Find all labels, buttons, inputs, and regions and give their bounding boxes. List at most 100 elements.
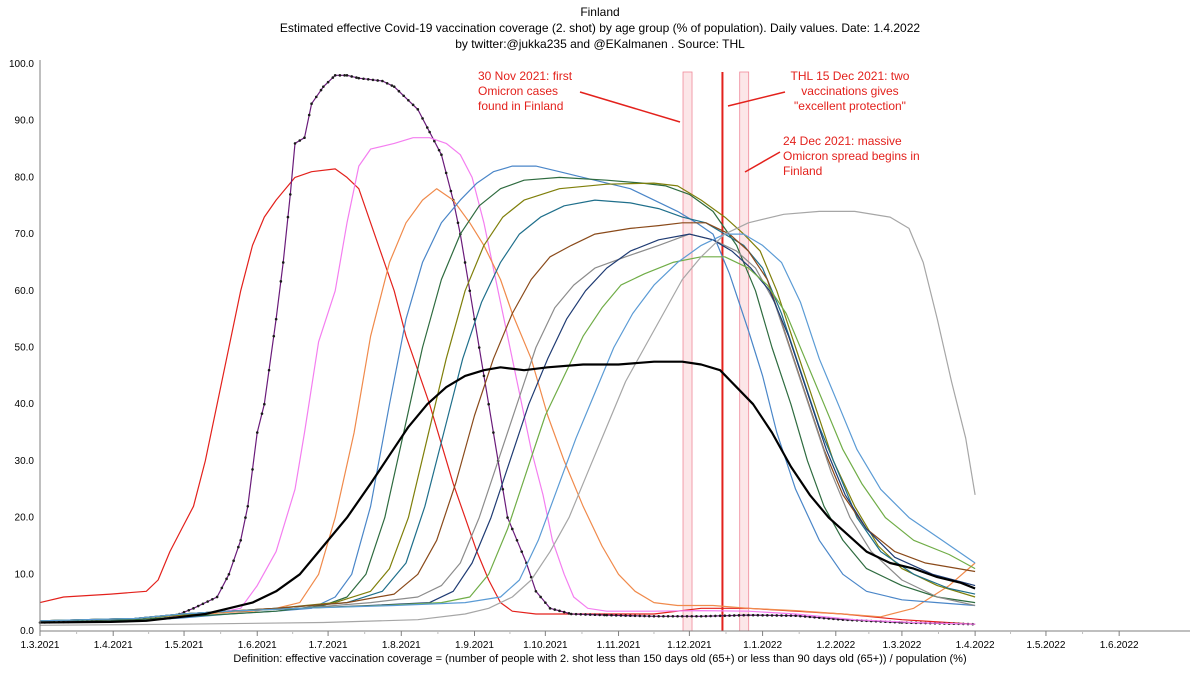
event-label: "excellent protection" xyxy=(794,99,906,113)
series-line-steelblue xyxy=(39,165,976,624)
x-axis-label: Definition: effective vaccination covera… xyxy=(233,653,967,665)
series-marker xyxy=(355,76,358,79)
y-tick-label: 90.0 xyxy=(15,116,35,127)
series-marker xyxy=(570,612,573,616)
series-marker xyxy=(263,402,266,406)
series-marker xyxy=(274,317,278,321)
series-marker xyxy=(657,614,660,618)
chart-title-block: Finland Estimated effective Covid-19 vac… xyxy=(0,4,1200,52)
y-tick-label: 50.0 xyxy=(15,343,35,354)
series-marker xyxy=(182,610,186,614)
series-marker xyxy=(362,77,365,81)
series-marker xyxy=(444,171,448,175)
series-marker xyxy=(206,600,209,603)
series-marker xyxy=(350,75,354,78)
series-marker xyxy=(482,374,486,378)
series-marker xyxy=(201,602,205,606)
event-label: Omicron cases xyxy=(478,84,558,98)
series-marker xyxy=(338,74,342,77)
y-tick-label: 100.0 xyxy=(9,59,34,70)
series-line-orange xyxy=(39,188,976,624)
series-line-brown xyxy=(39,222,976,622)
series-marker xyxy=(281,261,285,264)
chart-subtitle: Estimated effective Covid-19 vaccination… xyxy=(279,21,921,35)
series-marker xyxy=(392,85,396,88)
series-marker xyxy=(272,334,276,338)
series-marker xyxy=(298,139,302,142)
series-line-skyblue xyxy=(39,233,976,622)
series-marker xyxy=(567,612,571,615)
x-tick-label: 1.9.2021 xyxy=(455,640,494,651)
event-label: vaccinations gives xyxy=(801,84,898,98)
series-marker xyxy=(676,614,679,618)
series-marker xyxy=(267,368,271,372)
series-marker xyxy=(286,215,290,219)
series-marker xyxy=(558,609,561,613)
series-marker xyxy=(376,79,379,82)
series-marker xyxy=(449,189,453,193)
series-marker xyxy=(603,613,606,617)
series-marker xyxy=(411,103,415,107)
series-marker xyxy=(529,575,533,579)
series-marker xyxy=(766,614,769,617)
y-tick-label: 30.0 xyxy=(15,456,35,467)
series-marker xyxy=(544,601,547,604)
x-tick-label: 1.4.2021 xyxy=(94,640,133,651)
event-arrow xyxy=(727,91,786,107)
series-line-black-total xyxy=(39,360,976,624)
series-marker xyxy=(822,616,826,620)
series-marker xyxy=(817,616,821,619)
series-marker xyxy=(584,613,587,616)
series-marker xyxy=(789,614,793,617)
event-label: Finland xyxy=(783,164,822,178)
series-marker xyxy=(751,613,755,617)
series-marker xyxy=(737,614,741,617)
series-marker xyxy=(539,595,542,599)
series-line-olive xyxy=(39,182,976,622)
series-marker xyxy=(407,98,410,102)
series-marker xyxy=(425,126,429,129)
y-tick-label: 10.0 xyxy=(15,569,35,580)
series-marker xyxy=(215,595,219,599)
series-marker xyxy=(553,608,557,611)
x-tick-label: 1.5.2022 xyxy=(1026,640,1065,651)
event-label: 30 Nov 2021: first xyxy=(478,69,573,83)
series-marker xyxy=(381,79,384,83)
series-marker xyxy=(803,615,807,618)
series-marker xyxy=(761,613,764,617)
series-marker xyxy=(255,431,259,434)
x-tick-label: 1.10.2021 xyxy=(523,640,568,651)
series-marker xyxy=(260,412,264,415)
series-marker xyxy=(728,614,731,617)
series-marker xyxy=(813,615,816,619)
series-marker xyxy=(534,590,538,593)
series-marker xyxy=(690,614,694,618)
chart-credit: by twitter:@jukka235 and @EKalmanen . So… xyxy=(455,37,745,51)
series-marker xyxy=(732,614,736,617)
series-marker xyxy=(666,614,670,618)
series-marker xyxy=(456,221,460,225)
series-marker xyxy=(695,614,698,618)
x-tick-label: 1.3.2021 xyxy=(21,640,60,651)
series-marker xyxy=(225,577,228,581)
x-tick-label: 1.1.2022 xyxy=(743,640,782,651)
series-marker xyxy=(433,139,436,143)
series-marker xyxy=(220,586,224,590)
series-marker xyxy=(652,614,656,618)
x-tick-label: 1.3.2022 xyxy=(882,640,921,651)
series-marker xyxy=(699,614,703,618)
series-marker xyxy=(492,431,495,434)
series-marker xyxy=(192,607,195,610)
series-marker xyxy=(421,117,424,120)
series-marker xyxy=(385,81,389,85)
event-band xyxy=(682,71,693,632)
series-marker xyxy=(775,614,779,617)
series-marker xyxy=(588,613,592,616)
series-marker xyxy=(605,613,609,617)
series-marker xyxy=(227,573,231,576)
series-marker xyxy=(416,108,420,111)
x-tick-label: 1.6.2022 xyxy=(1100,640,1139,651)
event-band xyxy=(739,71,750,632)
y-tick-label: 40.0 xyxy=(15,399,35,410)
